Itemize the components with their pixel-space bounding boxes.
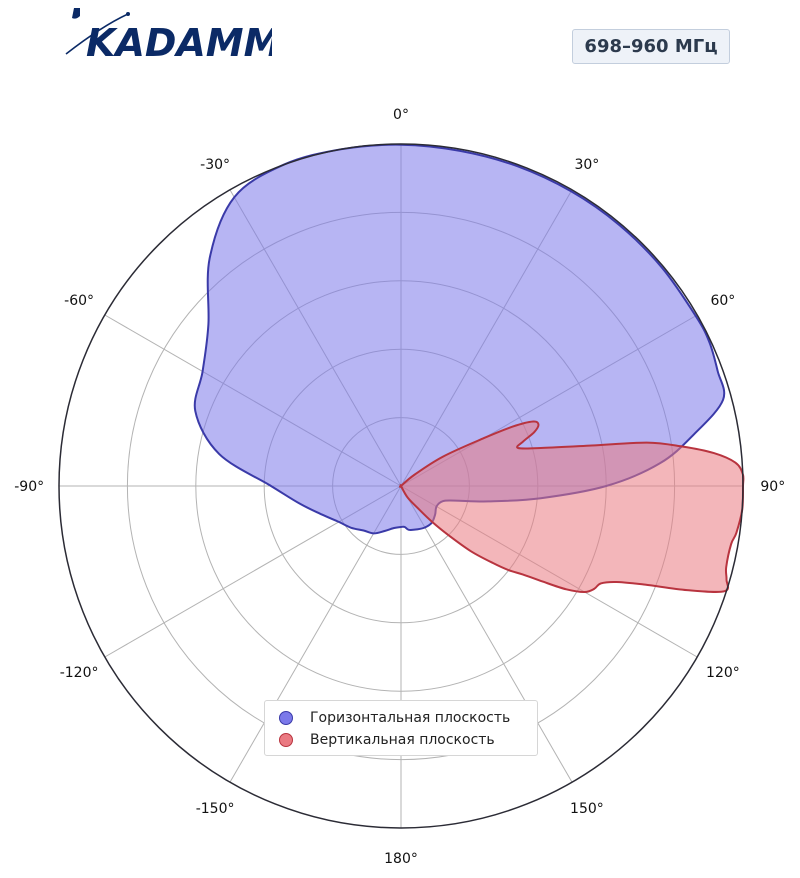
- series-vertical-plane: [399, 420, 745, 594]
- angle-tick-labels: 0° 30° 60° 90° 120° 150° 180° -150° -120° -90° -60…: [14, 107, 785, 867]
- legend-marker-icon: [279, 711, 293, 725]
- angle-tick-label: 0°: [393, 107, 409, 123]
- outer-ring: [58, 143, 744, 829]
- frequency-band-badge: 698–960 МГц: [572, 29, 730, 64]
- logo-text: KADAMM: [86, 21, 272, 62]
- angle-tick-label: -90°: [14, 479, 44, 495]
- angle-tick-label: -120°: [60, 665, 99, 681]
- legend-label: Вертикальная плоскость: [310, 732, 495, 748]
- polar-series: [193, 143, 745, 594]
- series-horizontal-plane: [193, 143, 726, 535]
- angle-tick-label: 30°: [574, 157, 599, 173]
- legend-marker-icon: [279, 733, 293, 747]
- angle-tick-label: -30°: [200, 157, 230, 173]
- angle-tick-label: 150°: [570, 801, 604, 817]
- angle-gridline: [400, 485, 573, 783]
- angle-tick-label: 90°: [760, 479, 785, 495]
- legend-item-horizontal: Горизонтальная плоскость: [279, 708, 510, 728]
- angle-tick-label: -60°: [64, 293, 94, 309]
- kadamm-logo-icon: KADAMM: [65, 8, 272, 62]
- angle-gridline: [229, 485, 402, 783]
- angle-tick-label: 60°: [710, 293, 735, 309]
- legend-label: Горизонтальная плоскость: [310, 710, 511, 726]
- angle-tick-label: 120°: [706, 665, 740, 681]
- legend: Горизонтальная плоскость Вертикальная пл…: [264, 700, 538, 756]
- legend-item-vertical: Вертикальная плоскость: [279, 730, 495, 750]
- angle-tick-label: -150°: [196, 801, 235, 817]
- angle-tick-label: 180°: [384, 851, 418, 867]
